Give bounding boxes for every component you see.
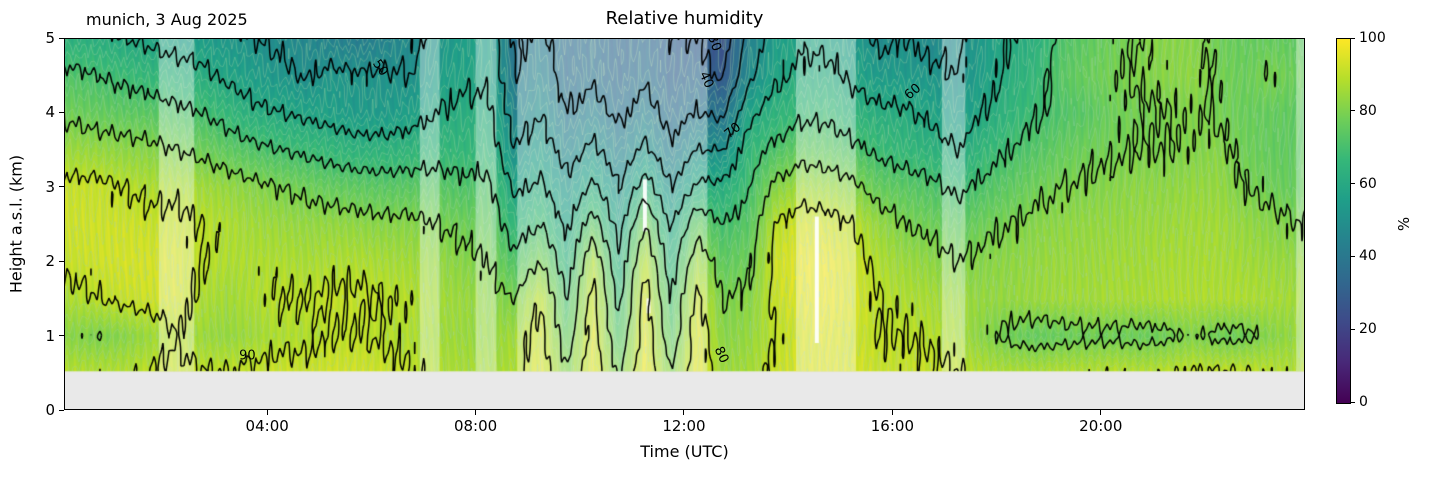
x-tick-mark xyxy=(891,410,893,415)
colorbar-tick-mark xyxy=(1351,255,1355,257)
colorbar-tick-label: 20 xyxy=(1359,321,1377,338)
x-tick-mark xyxy=(1100,410,1102,415)
y-tick-mark xyxy=(59,37,64,39)
y-tick-mark xyxy=(59,409,64,411)
y-axis-label: Height a.s.l. (km) xyxy=(6,154,26,294)
colorbar-tick-mark xyxy=(1351,401,1355,403)
colorbar-tick-label: 80 xyxy=(1359,102,1377,119)
x-tick-label: 04:00 xyxy=(245,417,289,435)
y-tick-label: 3 xyxy=(45,177,55,196)
colorbar-tick-label: 60 xyxy=(1359,175,1377,192)
colorbar-label: % xyxy=(1395,216,1413,232)
colorbar-tick-mark xyxy=(1351,183,1355,185)
plot-area: 50 30 40 70 60 90 80 xyxy=(64,38,1305,410)
x-tick-label: 16:00 xyxy=(870,417,914,435)
y-tick-label: 2 xyxy=(45,252,55,271)
y-tick-mark xyxy=(59,111,64,113)
colorbar-tick-mark xyxy=(1351,328,1355,330)
humidity-heatmap-canvas xyxy=(64,38,1305,410)
y-tick-mark xyxy=(59,335,64,337)
chart-title: Relative humidity xyxy=(605,8,764,29)
colorbar-tick-mark xyxy=(1351,37,1355,39)
x-tick-mark xyxy=(266,410,268,415)
y-tick-label: 1 xyxy=(45,326,55,345)
colorbar-tick-label: 0 xyxy=(1359,394,1368,410)
x-tick-label: 12:00 xyxy=(662,417,706,435)
colorbar-tick-mark xyxy=(1351,110,1355,112)
colorbar-gradient xyxy=(1336,38,1351,404)
y-tick-label: 5 xyxy=(45,29,55,47)
colorbar-tick-label: 40 xyxy=(1359,248,1377,265)
y-tick-label: 4 xyxy=(45,103,55,122)
x-axis-label: Time (UTC) xyxy=(640,442,729,461)
x-tick-mark xyxy=(683,410,685,415)
x-tick-label: 08:00 xyxy=(453,417,498,435)
x-tick-label: 20:00 xyxy=(1079,417,1123,435)
contour-label: 90 xyxy=(239,348,256,364)
plot-annotation: munich, 3 Aug 2025 xyxy=(86,10,248,29)
y-tick-mark xyxy=(59,260,64,262)
y-tick-mark xyxy=(59,186,64,188)
colorbar-tick-label: 100 xyxy=(1359,30,1386,46)
y-tick-label: 0 xyxy=(45,401,55,419)
x-tick-mark xyxy=(475,410,477,415)
